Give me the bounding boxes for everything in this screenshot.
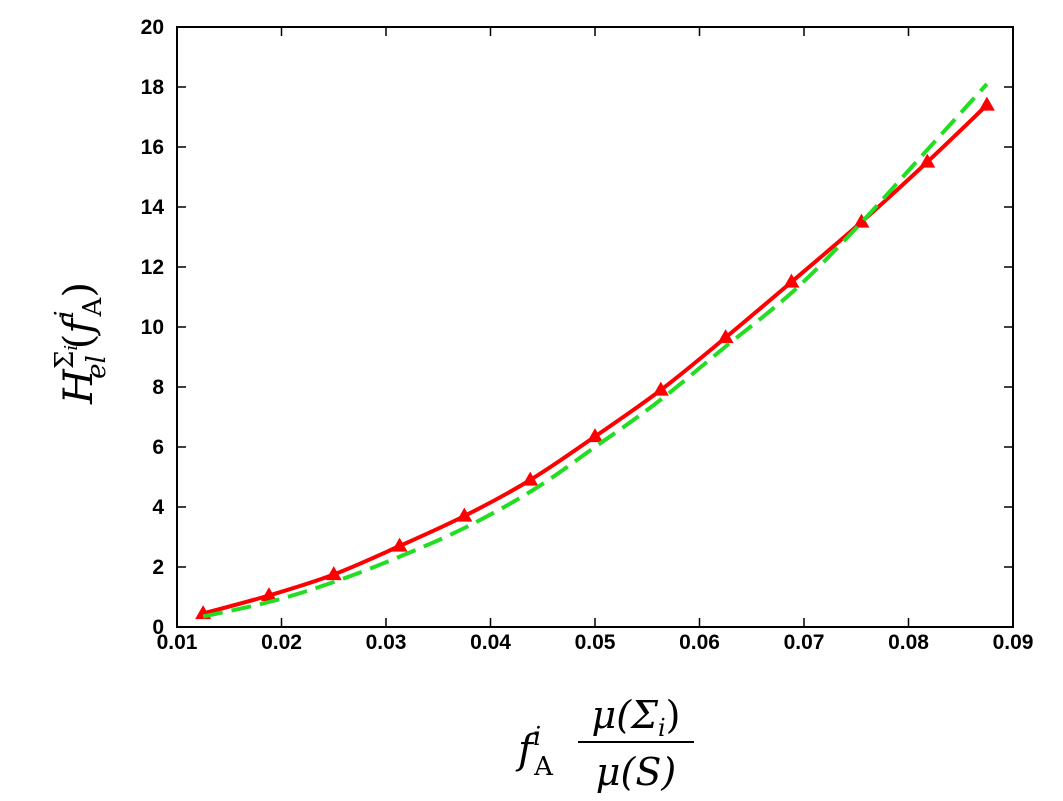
svg-text:fiA: fi A [515,722,554,782]
y-tick-label: 4 [152,496,164,519]
x-tick-label: 0.06 [679,631,720,654]
plot-frame [176,26,1014,628]
series-0-marker [391,537,408,552]
y-tick-label: 10 [141,316,164,339]
y-tick-label: 16 [141,136,164,159]
series [195,82,995,620]
series-0-marker [853,213,870,228]
x-tick-label: 0.03 [366,631,407,654]
y-tick-label: 0 [152,616,164,639]
x-tick-label: 0.02 [261,631,302,654]
series-0-marker [325,566,342,581]
y-tick-label: 8 [152,376,164,399]
series-0-marker [652,381,669,396]
x-tick-label: 0.09 [993,631,1034,654]
x-tick-label: 0.05 [575,631,616,654]
axes: 0.01 0.02 0.03 0.04 0.05 0.06 0.07 0.08 0.09 0 2 4 6… [141,16,1034,654]
svg-text:μ(Σi): μ(Σi) [592,693,681,742]
series-0-marker [919,153,936,168]
series-0-marker [522,471,539,486]
y-tick-label: 18 [141,76,165,99]
y-axis-label: HΣiel(fiA) [50,282,112,405]
series-0-marker [260,587,277,602]
series-0-marker [783,273,800,288]
y-tick-label: 20 [141,16,164,39]
series-0-marker [717,329,734,344]
x-tick-label: 0.08 [888,631,929,654]
x-tick-label: 0.04 [470,631,511,654]
x-tick-label: 0.01 [157,631,198,654]
svg-text:HΣiel(fiA): HΣiel(fiA) [50,282,112,405]
x-tick-label: 0.07 [784,631,825,654]
y-tick-label: 6 [152,436,164,459]
series-0-marker [587,428,603,443]
series-0-marker [978,96,995,111]
y-tick-label: 12 [141,256,164,279]
series-1-line [202,82,989,619]
y-tick-label: 2 [152,556,164,579]
x-axis-label: fi A μ(Σi) μ(S) [515,693,694,794]
y-tick-label: 14 [141,196,165,219]
svg-text:μ(S): μ(S) [596,750,676,794]
series-0-line [202,103,989,616]
series-0-marker [456,507,473,522]
